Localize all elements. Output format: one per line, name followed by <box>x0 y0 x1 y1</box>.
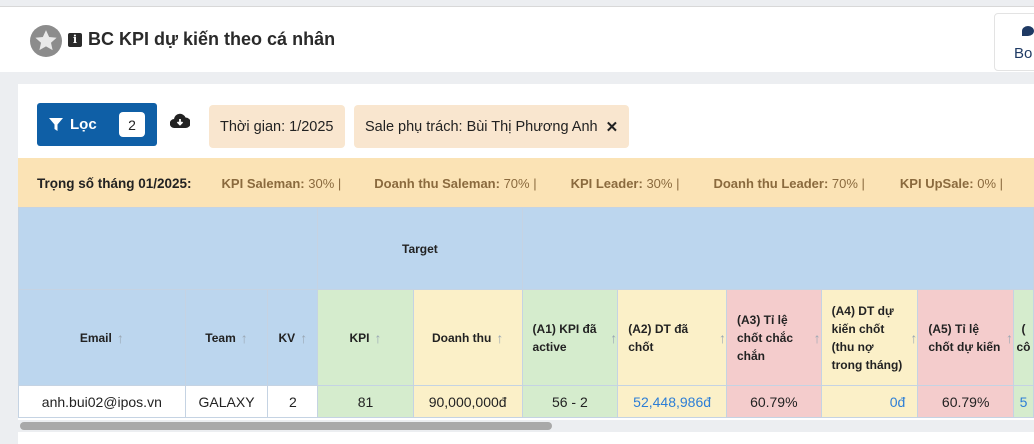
column-header-a6[interactable]: (cô <box>1012 289 1034 386</box>
filter-chip-label: Sale phụ trách: Bùi Thị Phương Anh <box>365 118 598 135</box>
weight-item: KPI Leader: 30% | <box>570 175 680 191</box>
weight-item: KPI UpSale: 0% | <box>899 175 1003 191</box>
scrollbar-thumb[interactable] <box>20 422 552 430</box>
table-row[interactable]: anh.bui02@ipos.vn GALAXY 2 81 90,000,000… <box>18 385 1034 418</box>
group-header-empty <box>17 207 319 290</box>
filter-count-badge: 2 <box>119 112 145 137</box>
star-logo-icon <box>30 25 62 57</box>
filter-icon <box>49 117 63 131</box>
filter-chip-label: Thời gian: 1/2025 <box>220 118 334 135</box>
filter-button-label: Lọc <box>70 116 97 133</box>
sort-up-icon[interactable]: ↑ <box>718 329 726 346</box>
group-header-target: Target <box>317 207 523 290</box>
bot-button[interactable]: Bo <box>994 13 1034 71</box>
weights-bar: Trọng số tháng 01/2025: KPI Saleman: 30%… <box>18 158 1034 208</box>
cell-a6: 5 <box>1012 385 1034 418</box>
weight-item: KPI Saleman: 30% | <box>221 175 342 191</box>
weights-title: Trọng số tháng 01/2025: <box>37 175 192 191</box>
cell-revenue: 90,000,000đ <box>412 385 523 418</box>
column-header-a3[interactable]: (A3) Tỉ lệ chốt chắc chắn ↑ <box>725 289 822 386</box>
cell-kpi: 81 <box>317 385 414 418</box>
page-title: i BC KPI dự kiến theo cá nhân <box>68 29 335 50</box>
cell-a3: 60.79% <box>725 385 822 418</box>
group-header-empty <box>521 207 1034 290</box>
info-icon: i <box>68 32 82 47</box>
sort-up-icon[interactable]: ↑ <box>910 329 918 346</box>
filter-chip-time[interactable]: Thời gian: 1/2025 <box>209 105 345 148</box>
cell-a5: 60.79% <box>917 385 1014 418</box>
top-strip <box>0 0 1034 6</box>
sort-up-icon[interactable]: ↑ <box>116 329 124 346</box>
sort-up-icon[interactable]: ↑ <box>300 329 308 346</box>
sort-up-icon[interactable]: ↑ <box>813 329 821 346</box>
cell-a2-link[interactable]: 52,448,986đ <box>617 385 727 418</box>
sort-up-icon[interactable]: ↑ <box>374 329 382 346</box>
column-header-team[interactable]: Team ↑ <box>184 289 269 386</box>
cell-a1: 56 - 2 <box>521 385 619 418</box>
filter-button[interactable]: Lọc 2 <box>37 103 157 146</box>
page-title-text: BC KPI dự kiến theo cá nhân <box>88 29 336 49</box>
column-header-revenue[interactable]: Doanh thu ↑ <box>412 289 523 386</box>
cell-kv: 2 <box>267 385 319 418</box>
sort-up-icon[interactable]: ↑ <box>610 329 618 346</box>
weight-item: Doanh thu Saleman: 70% | <box>374 175 537 191</box>
column-header-a5[interactable]: (A5) Tỉ lệ chốt dự kiến ↑ <box>917 289 1014 386</box>
cell-email: anh.bui02@ipos.vn <box>18 385 186 418</box>
cell-a4-link[interactable]: 0đ <box>820 385 919 418</box>
column-header-a1[interactable]: (A1) KPI đã active ↑ <box>521 289 619 386</box>
bot-button-label: Bo <box>1014 45 1033 62</box>
sort-up-icon[interactable]: ↑ <box>1005 329 1013 346</box>
sort-up-icon[interactable]: ↑ <box>496 329 504 346</box>
cell-team: GALAXY <box>184 385 269 418</box>
close-icon[interactable]: ✕ <box>605 118 619 136</box>
cloud-download-icon[interactable] <box>169 113 191 134</box>
page-header: i BC KPI dự kiến theo cá nhân Bo <box>0 6 1034 72</box>
kpi-table: Target Email ↑ Team ↑ KV ↑ KPI ↑ Doanh thu ↑ … <box>17 207 1034 418</box>
column-header-kv[interactable]: KV ↑ <box>267 289 319 386</box>
horizontal-scrollbar[interactable] <box>18 420 1034 432</box>
column-header-kpi[interactable]: KPI ↑ <box>317 289 414 386</box>
weight-item: Doanh thu Leader: 70% | <box>713 175 865 191</box>
chat-icon <box>1022 26 1034 36</box>
column-header-a4[interactable]: (A4) DT dự kiến chốt (thu nợ trong tháng… <box>820 289 919 386</box>
filter-chip-sale[interactable]: Sale phụ trách: Bùi Thị Phương Anh ✕ <box>354 105 630 148</box>
column-header-a2[interactable]: (A2) DT đã chốt ↑ <box>617 289 727 386</box>
sort-up-icon[interactable]: ↑ <box>240 329 248 346</box>
column-header-email[interactable]: Email ↑ <box>18 289 186 386</box>
